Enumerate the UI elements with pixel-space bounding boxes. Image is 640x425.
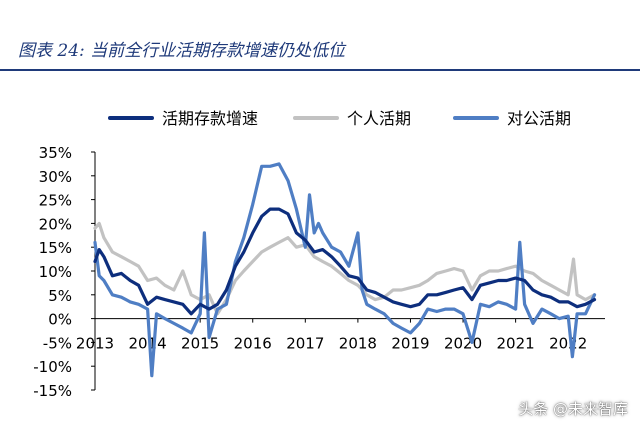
axes: -15% -10% -5% 0% 5% 10% 15% 20% 25% 30% 35% 2013 201… [33,144,605,400]
title-rule [0,69,640,71]
legend: 活期存款增速 个人活期 对公活期 [108,109,571,128]
x-tick-label: 2018 [339,335,377,353]
y-tick-label: 35% [39,144,72,162]
y-tick-label: 5% [48,287,72,305]
x-tick-label: 2013 [76,335,114,353]
y-tick-label: 20% [39,215,72,233]
x-tick-label: 2015 [181,335,219,353]
y-tick-label: 0% [48,311,72,329]
series-line-1 [93,207,597,316]
series-lines [93,162,597,378]
figure-title: 图表 24: 当前全行业活期存款增速仍处低位 [18,41,346,61]
x-tick-label: 2021 [497,335,535,353]
legend-label-2: 个人活期 [347,109,411,128]
x-tick-label: 2020 [444,335,482,353]
legend-label-3: 对公活期 [507,109,571,128]
y-tick-label: -10% [33,358,72,376]
legend-label-1: 活期存款增速 [162,109,258,128]
y-tick-label: 10% [39,263,72,281]
x-tick-label: 2017 [286,335,324,353]
series-line-3 [93,162,597,378]
y-tick-label: 15% [39,239,72,257]
x-tick-label: 2016 [234,335,272,353]
x-tick-label: 2014 [128,335,166,353]
y-tick-label: 25% [39,192,72,210]
x-tick-label: 2019 [391,335,429,353]
watermark: 头条 @未来智库 [518,400,628,418]
y-tick-label: -15% [33,382,72,400]
y-tick-label: 30% [39,168,72,186]
x-tick-label: 2022 [549,335,587,353]
y-tick-label: -5% [43,334,72,352]
